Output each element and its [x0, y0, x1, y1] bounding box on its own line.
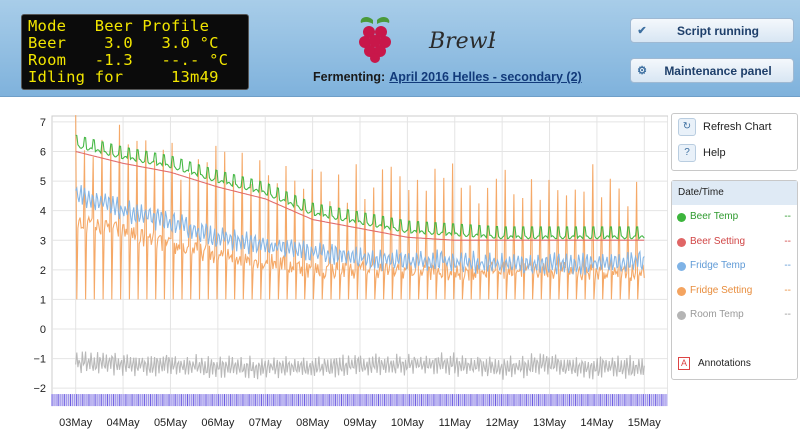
brewpi-logo: BrewPi: [359, 16, 495, 63]
y-tick-label: 6: [40, 147, 46, 159]
legend-value: --: [784, 211, 791, 222]
series-line: [75, 134, 645, 240]
x-tick-label: 15May: [628, 417, 662, 429]
legend-value: --: [784, 284, 791, 296]
legend-label: Fridge Setting: [690, 284, 753, 296]
y-tick-label: 2: [40, 265, 46, 277]
series-line: [75, 351, 645, 380]
x-tick-label: 04May: [107, 417, 141, 429]
legend-dot-icon: [677, 311, 686, 320]
lcd-display: Mode Beer Profile Beer 3.0 3.0 °C Room -…: [21, 14, 249, 90]
series-line: [75, 185, 645, 275]
chart-legend: Date/Time Beer Temp -- Beer Setting -- F…: [671, 180, 798, 380]
y-tick-label: 4: [40, 206, 46, 218]
legend-value: --: [784, 235, 791, 247]
x-tick-label: 05May: [154, 417, 188, 429]
maintenance-panel-label: Maintenance panel: [664, 63, 772, 78]
x-tick-label: 03May: [59, 417, 93, 429]
y-tick-label: 5: [40, 176, 46, 188]
help-label: Help: [703, 147, 726, 159]
legend-label: Fridge Temp: [690, 260, 746, 271]
lcd-line-beer: Beer 3.0 3.0 °C: [28, 34, 219, 52]
refresh-chart-label: Refresh Chart: [703, 121, 772, 133]
wrench-icon: ⚙: [637, 65, 647, 77]
lcd-line-mode: Mode Beer Profile: [28, 17, 210, 35]
refresh-icon: ↻: [678, 118, 696, 136]
logo-text: BrewPi: [428, 29, 495, 54]
script-running-button[interactable]: ✔ Script running: [630, 18, 794, 43]
x-tick-label: 12May: [486, 417, 520, 429]
checkmark-icon: ✔: [637, 25, 647, 37]
legend-item-annotations[interactable]: A Annotations: [678, 357, 751, 370]
x-tick-label: 09May: [343, 417, 377, 429]
x-tick-label: 11May: [439, 417, 472, 429]
annotation-icon: A: [678, 357, 690, 370]
legend-dot-icon: [677, 237, 686, 247]
chart-controls: ↻ Refresh Chart ? Help: [671, 113, 798, 171]
y-tick-label: 3: [40, 235, 46, 247]
legend-value: --: [784, 309, 791, 320]
y-tick-label: −1: [33, 354, 46, 366]
y-tick-label: 0: [40, 324, 46, 336]
fermenting-info: Fermenting: April 2016 Helles - secondary…: [313, 70, 582, 84]
header-bar: Mode Beer Profile Beer 3.0 3.0 °C Room -…: [0, 0, 800, 97]
x-tick-label: 07May: [249, 417, 283, 429]
script-running-label: Script running: [677, 23, 759, 38]
lcd-line-room: Room -1.3 --.- °C: [28, 51, 229, 69]
legend-item-beer-temp[interactable]: Beer Temp --: [672, 205, 797, 230]
annotations-label: Annotations: [698, 358, 751, 369]
legend-dot-icon: [677, 213, 686, 222]
legend-dot-icon: [677, 286, 686, 296]
legend-label: Room Temp: [690, 309, 744, 320]
raspberry-icon: [359, 16, 391, 63]
chart-area[interactable]: 7 6 5 4 3 2 1 0 −1 −2 03May 04May 05May 06May 07May 08M…: [8, 104, 800, 429]
help-icon: ?: [678, 144, 696, 162]
legend-item-fridge-setting[interactable]: Fridge Setting --: [672, 279, 797, 304]
fermenting-label: Fermenting:: [313, 70, 386, 84]
legend-item-beer-setting[interactable]: Beer Setting --: [672, 230, 797, 255]
legend-label: Beer Temp: [690, 211, 739, 222]
help-button[interactable]: ? Help: [672, 140, 797, 166]
legend-value: --: [784, 260, 791, 271]
x-tick-label: 08May: [296, 417, 330, 429]
lcd-line-state: Idling for 13m49: [28, 68, 219, 86]
x-tick-label: 13May: [533, 417, 567, 429]
y-tick-label: −2: [33, 383, 46, 395]
legend-datetime-header: Date/Time: [672, 181, 797, 205]
legend-item-fridge-temp[interactable]: Fridge Temp --: [672, 254, 797, 279]
x-tick-label: 14May: [580, 417, 614, 429]
y-tick-label: 7: [40, 117, 46, 129]
legend-label: Beer Setting: [690, 235, 746, 247]
x-tick-label: 10May: [391, 417, 425, 429]
maintenance-panel-button[interactable]: ⚙ Maintenance panel: [630, 58, 794, 83]
refresh-chart-button[interactable]: ↻ Refresh Chart: [672, 114, 797, 140]
x-tick-label: 06May: [201, 417, 235, 429]
y-tick-label: 1: [40, 294, 46, 306]
legend-dot-icon: [677, 262, 686, 271]
fermenting-beer-link[interactable]: April 2016 Helles - secondary (2): [389, 70, 582, 84]
legend-item-room-temp[interactable]: Room Temp --: [672, 303, 797, 328]
series-line: [75, 150, 645, 241]
temperature-chart[interactable]: 7 6 5 4 3 2 1 0 −1 −2 03May 04May 05May 06May 07May 08M…: [8, 104, 668, 429]
